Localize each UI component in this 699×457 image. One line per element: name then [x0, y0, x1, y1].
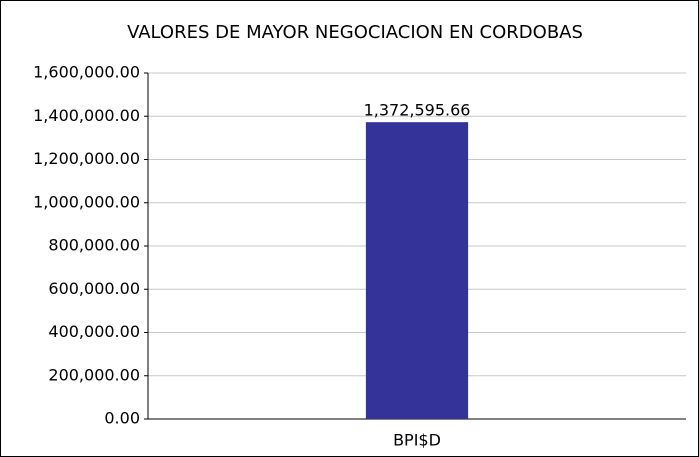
y-tick-label: 0.00	[104, 409, 140, 428]
data-label: 1,372,595.66	[364, 101, 471, 120]
bar	[365, 122, 469, 420]
y-tick-label: 800,000.00	[48, 236, 140, 255]
y-tick-label: 400,000.00	[48, 322, 140, 341]
y-tick-label: 1,200,000.00	[33, 149, 140, 168]
y-tick-label: 1,400,000.00	[33, 106, 140, 125]
y-tick-label: 200,000.00	[48, 365, 140, 384]
y-tick-label: 600,000.00	[48, 279, 140, 298]
chart-title: VALORES DE MAYOR NEGOCIACION EN CORDOBAS	[127, 22, 583, 43]
y-tick-label: 1,000,000.00	[33, 192, 140, 211]
y-tick-label: 1,600,000.00	[33, 63, 140, 82]
x-tick-label: BPI$D	[393, 431, 441, 450]
